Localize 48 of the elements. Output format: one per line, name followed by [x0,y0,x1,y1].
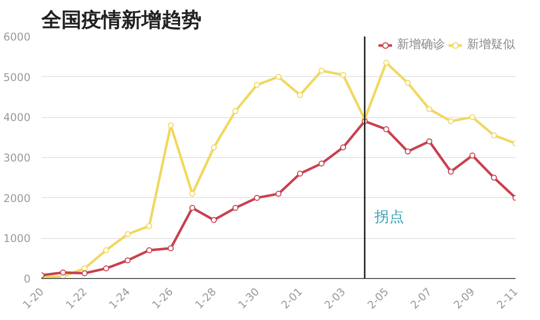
point [297,170,304,177]
point [60,269,66,276]
point [469,114,476,120]
y-tick-label: 0 [24,272,31,286]
y-tick-label: 6000 [3,30,31,44]
point [254,82,260,88]
point [82,270,88,276]
y-tick-label: 5000 [3,70,31,84]
point [490,174,497,181]
point [490,132,497,138]
point [340,72,346,78]
point [82,265,88,272]
point [210,217,217,224]
point [124,231,131,238]
point [232,108,238,114]
point [340,144,346,150]
legend-label: 新增确诊 [397,36,445,53]
point [168,245,174,252]
point [426,106,432,112]
point [448,118,454,124]
y-tick-label: 2000 [3,192,31,205]
y-tick-label: 3000 [3,152,31,164]
point [103,265,110,272]
point [383,60,390,66]
point [383,126,390,132]
point [448,168,454,175]
point [404,148,411,154]
point [103,247,110,254]
y-tick-label: 4000 [3,111,31,124]
point [426,138,432,144]
point [318,68,325,74]
point [146,247,152,254]
point [189,204,196,211]
point [276,190,282,197]
point [297,92,304,98]
point [469,152,476,158]
point [254,194,260,201]
point [232,204,238,211]
point [124,257,131,264]
ref-line-label: 拐点 [374,208,405,226]
point [146,223,152,230]
y-tick-label: 1000 [3,232,31,246]
point [210,144,217,150]
point [318,160,325,167]
chart-title: 全国疫情新增趋势 [40,8,202,32]
point [404,80,411,86]
point [276,74,282,80]
legend-label: 新增疑似 [467,36,515,53]
